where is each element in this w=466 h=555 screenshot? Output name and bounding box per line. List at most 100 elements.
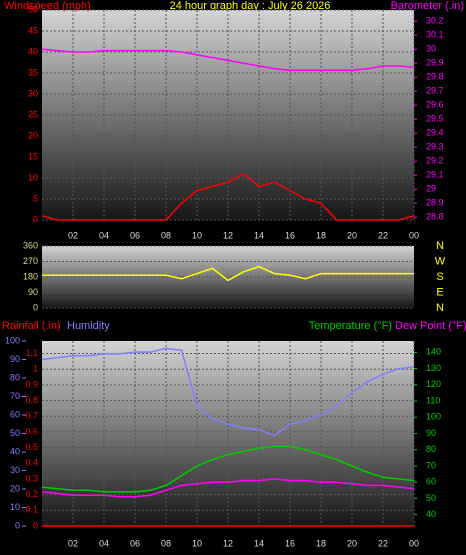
x-tick-label: 16 [285,230,295,240]
y2-tick-label: 29 [426,184,436,194]
direction-label: E [436,286,443,298]
series-line [41,445,415,493]
series-line [41,478,415,498]
y-tick-label: 1.1 [25,348,38,358]
x-tick-label: 20 [347,538,357,548]
y-tick-label: 180 [23,271,38,281]
y2-tick-label: 70 [426,460,436,470]
y-tick-label: 45 [28,25,38,35]
y-tick-label: 35 [28,67,38,77]
direction-label: S [436,271,443,283]
y-tick-label: 10 [28,172,38,182]
y2-tick-label: 60 [426,477,436,487]
x-tick-label: 00 [409,538,419,548]
direction-label: N [436,302,444,314]
x-tick-label: 04 [99,538,109,548]
x-tick-label: 02 [68,230,78,240]
y-tick-label: 5 [33,193,38,203]
x-tick-label: 10 [192,538,202,548]
x-tick-label: 18 [316,230,326,240]
x-tick-label: 14 [254,230,264,240]
y-tick-label: 20 [28,130,38,140]
y3-tick-label: 80 [10,372,20,382]
y-tick-label: 90 [28,287,38,297]
y-tick-label: 270 [23,256,38,266]
y2-tick-label: 29.3 [426,142,444,152]
y2-tick-label: 120 [426,379,441,389]
legend-label: Barometer (.in) [391,0,464,12]
y-tick-label: 25 [28,109,38,119]
y3-tick-label: 20 [10,483,20,493]
y-tick-label: 0.9 [25,379,38,389]
y-tick-label: 30 [28,88,38,98]
y2-tick-label: 130 [426,363,441,373]
y3-tick-label: 100 [5,335,20,345]
y2-tick-label: 29.7 [426,86,444,96]
series-line [42,265,414,282]
y3-tick-label: 60 [10,409,20,419]
y3-tick-label: 0 [15,520,20,530]
x-tick-label: 22 [378,538,388,548]
y-tick-label: 15 [28,151,38,161]
legend-label: Dew Point (°F) [395,320,466,332]
x-tick-label: 08 [161,538,171,548]
y3-tick-label: 90 [10,354,20,364]
series-line [41,347,415,437]
y2-tick-label: 29.8 [426,72,444,82]
series-line [41,172,415,221]
y-tick-label: 0.1 [25,505,38,515]
x-tick-label: 12 [223,230,233,240]
x-tick-label: 06 [130,538,140,548]
x-tick-label: 00 [409,230,419,240]
y-tick-label: 0.4 [25,458,38,468]
y2-tick-label: 140 [426,347,441,357]
x-tick-label: 10 [192,230,202,240]
x-tick-label: 22 [378,230,388,240]
y-tick-label: 0.2 [25,489,38,499]
y2-tick-label: 29.6 [426,100,444,110]
y3-tick-label: 50 [10,428,20,438]
y-tick-label: 0.3 [25,473,38,483]
y2-tick-label: 100 [426,412,441,422]
y2-tick-label: 30.1 [426,30,444,40]
y-tick-label: 0.7 [25,411,38,421]
direction-label: N [436,240,444,252]
y2-tick-label: 29.1 [426,170,444,180]
y-tick-label: 0.6 [25,426,38,436]
y2-tick-label: 30.2 [426,16,444,26]
direction-label: W [435,255,446,267]
y2-tick-label: 110 [426,395,440,405]
y-tick-label: 1 [33,364,38,374]
legend-label: Rainfall (.in) [2,320,61,332]
y-tick-label: 0.5 [25,442,38,452]
y2-tick-label: 30 [426,44,436,54]
y-tick-label: 0.8 [25,395,38,405]
x-tick-label: 02 [68,538,78,548]
chart-title: 24 hour graph day : July 26 2026 [170,0,331,12]
y2-tick-label: 29.2 [426,156,444,166]
legend-label: Windspeed (mph) [4,0,91,12]
y2-tick-label: 80 [426,444,436,454]
y-tick-label: 50 [28,4,38,14]
y2-tick-label: 29.5 [426,114,444,124]
legend-label: Temperature (°F) [309,320,392,332]
y2-tick-label: 28.9 [426,198,444,208]
y3-tick-label: 40 [10,446,20,456]
y2-tick-label: 28.8 [426,212,444,222]
y2-tick-label: 90 [426,428,436,438]
y-tick-label: 0 [33,520,38,530]
y2-tick-label: 29.4 [426,128,444,138]
x-tick-label: 06 [130,230,140,240]
y3-tick-label: 70 [10,391,20,401]
y2-tick-label: 29.9 [426,58,444,68]
x-tick-label: 18 [316,538,326,548]
legend-label: Humidity [67,320,110,332]
y2-tick-label: 50 [426,493,436,503]
y3-tick-label: 30 [10,465,20,475]
x-tick-label: 12 [223,538,233,548]
y-tick-label: 360 [23,240,38,250]
x-tick-label: 04 [99,230,109,240]
y-tick-label: 0 [33,302,38,312]
